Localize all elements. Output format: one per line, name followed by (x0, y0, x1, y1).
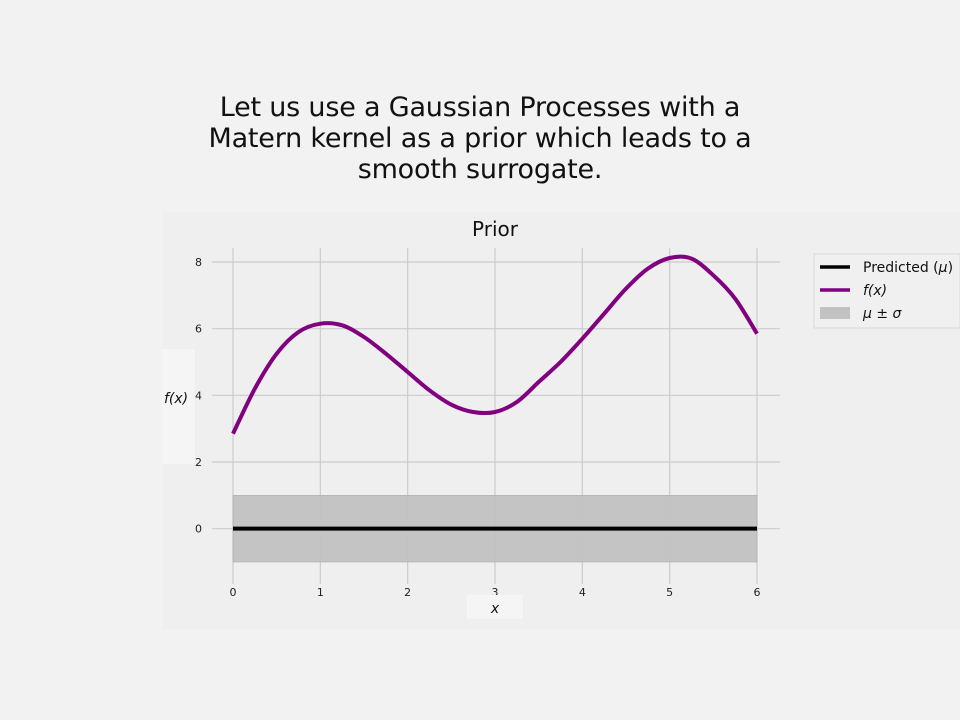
legend: Predicted (μ) f(x) μ ± σ (813, 253, 960, 329)
legend-label: Predicted (μ) (863, 260, 953, 276)
chart-panel: Prior 0 1 2 3 4 5 6 0 2 4 6 8 x f(x) Predicted (μ) f(… (162, 212, 960, 629)
x-axis-label: x (490, 601, 500, 617)
y-axis-label: f(x) (164, 391, 188, 407)
legend-label: f(x) (863, 283, 887, 299)
slide-title-line: smooth surrogate. (357, 154, 603, 185)
line-layer (231, 254, 759, 531)
x-tick-label: 5 (666, 586, 673, 599)
slide-title-line: Matern kernel as a prior which leads to … (208, 123, 752, 154)
axis-labels: x f(x) (162, 349, 523, 619)
legend-swatch (820, 307, 850, 319)
y-tick-label: 2 (195, 456, 202, 469)
prior-chart: Prior 0 1 2 3 4 5 6 0 2 4 6 8 x f(x) Predicted (μ) f(… (162, 217, 960, 619)
chart-title: Prior (472, 217, 519, 241)
x-tick-label: 1 (317, 586, 324, 599)
x-tick-label: 3 (492, 586, 499, 599)
x-tick-label: 4 (579, 586, 586, 599)
tick-labels: 0 1 2 3 4 5 6 0 2 4 6 8 (195, 256, 761, 599)
slide-title: Let us use a Gaussian Processes with a M… (180, 92, 780, 185)
y-tick-label: 4 (195, 389, 202, 402)
x-tick-label: 6 (754, 586, 761, 599)
x-tick-label: 2 (404, 586, 411, 599)
x-tick-label: 0 (230, 586, 237, 599)
true-function-line (231, 254, 759, 435)
slide-title-line: Let us use a Gaussian Processes with a (219, 92, 741, 123)
y-tick-label: 0 (195, 523, 202, 536)
xlabel-bg (467, 595, 523, 619)
y-tick-label: 8 (195, 256, 202, 269)
legend-label: μ ± σ (862, 306, 903, 322)
ylabel-bg (162, 349, 195, 464)
y-tick-label: 6 (195, 323, 202, 336)
